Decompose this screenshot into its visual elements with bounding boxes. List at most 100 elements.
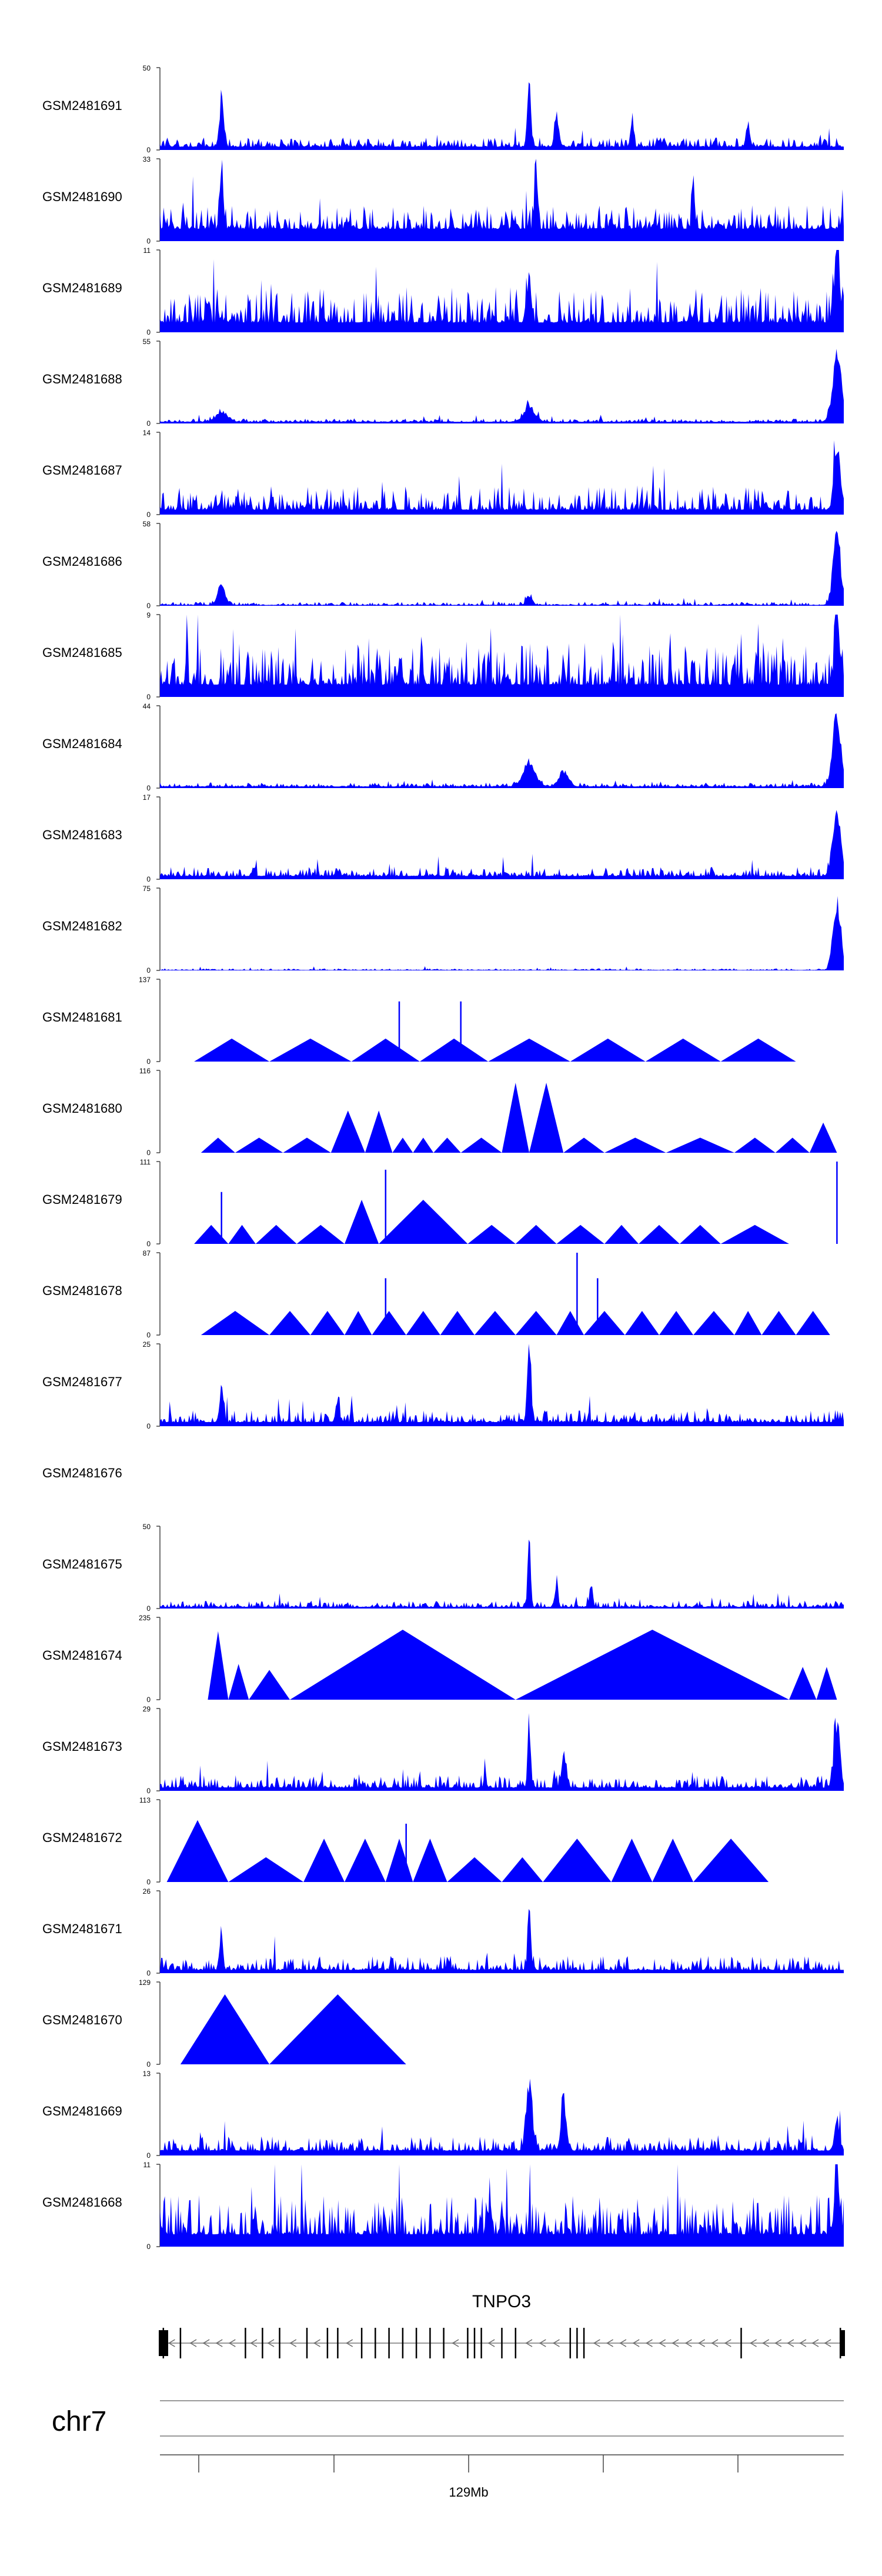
track-name-label: GSM2481669: [42, 2104, 122, 2118]
strand-arrow: [452, 2339, 459, 2347]
signal-area: [160, 159, 844, 241]
signal-area: [160, 1539, 844, 1609]
chromosome-ideogram: chr7: [52, 2400, 844, 2437]
y-max-label: 29: [143, 1705, 151, 1713]
y-max-label: 113: [139, 1796, 151, 1804]
gene-model: TNPO3: [159, 2292, 845, 2358]
strand-arrow: [606, 2339, 613, 2347]
exon-marks: [159, 2328, 845, 2358]
strand-arrow: [539, 2339, 546, 2347]
y-min-label: 0: [146, 419, 151, 428]
track-name-label: GSM2481689: [42, 281, 122, 295]
y-max-label: 50: [143, 64, 151, 72]
y-min-label: 0: [146, 1696, 151, 1704]
strand-arrow: [762, 2339, 770, 2347]
y-max-label: 58: [143, 520, 151, 528]
track-name-label: GSM2481671: [42, 1921, 122, 1936]
signal-triangles: [194, 1200, 790, 1244]
y-min-label: 0: [146, 146, 151, 154]
track-GSM2481677: GSM2481677 25 0: [42, 1340, 844, 1430]
strand-arrow: [168, 2339, 175, 2347]
y-max-label: 13: [143, 2070, 151, 2078]
signal-tracks: GSM2481691500GSM2481690330GSM2481689110G…: [42, 64, 844, 2251]
y-min-label: 0: [146, 2151, 151, 2160]
signal-area: [160, 440, 844, 515]
y-min-label: 0: [146, 1331, 151, 1339]
track-GSM2481671: GSM2481671 26 0: [42, 1887, 844, 1977]
track-GSM2481678: GSM2481678 87 0: [42, 1249, 830, 1339]
strand-arrow: [619, 2339, 627, 2347]
track-GSM2481682: GSM2481682 75 0: [42, 885, 844, 975]
y-min-label: 0: [146, 1969, 151, 1977]
strand-arrow: [724, 2339, 731, 2347]
track-name-label: GSM2481668: [42, 2195, 122, 2210]
signal-area: [160, 2078, 844, 2155]
signal-area: [160, 2164, 844, 2247]
y-min-label: 0: [146, 328, 151, 336]
signal-area: [160, 1713, 844, 1791]
strand-arrow: [684, 2339, 692, 2347]
signal-area: [160, 250, 844, 332]
track-name-label: GSM2481673: [42, 1739, 122, 1754]
y-max-label: 17: [143, 793, 151, 802]
track-name-label: GSM2481678: [42, 1283, 122, 1298]
signal-area: [160, 1344, 844, 1426]
track-name-label: GSM2481685: [42, 645, 122, 660]
signal-area: [160, 713, 844, 788]
y-min-label: 0: [146, 2060, 151, 2068]
track-name-label: GSM2481670: [42, 2013, 122, 2027]
track-GSM2481675: GSM2481675 50 0: [42, 1523, 844, 1613]
strand-arrow: [313, 2339, 320, 2347]
strand-arrow: [250, 2339, 258, 2347]
track-GSM2481690: GSM2481690 33 0: [42, 155, 844, 245]
signal-area: [160, 349, 844, 423]
y-max-label: 111: [140, 1158, 151, 1166]
signal-area: [160, 82, 844, 150]
y-max-label: 9: [146, 611, 151, 619]
track-name-label: GSM2481672: [42, 1830, 122, 1845]
track-name-label: GSM2481688: [42, 372, 122, 386]
y-min-label: 0: [146, 2243, 151, 2251]
y-min-label: 0: [146, 602, 151, 610]
chromosome-label: chr7: [52, 2406, 106, 2437]
strand-arrow: [346, 2339, 353, 2347]
track-GSM2481689: GSM2481689 11 0: [42, 246, 844, 336]
track-GSM2481684: GSM2481684 44 0: [42, 702, 844, 792]
track-GSM2481668: GSM2481668 11 0: [42, 2161, 844, 2251]
track-name-label: GSM2481674: [42, 1648, 122, 1663]
y-max-label: 25: [143, 1340, 151, 1349]
y-min-label: 0: [146, 1057, 151, 1066]
strand-arrow: [289, 2339, 297, 2347]
track-GSM2481687: GSM2481687 14 0: [42, 429, 844, 519]
signal-area: [160, 1908, 844, 1973]
strand-arrow: [698, 2339, 706, 2347]
strand-arrow: [799, 2339, 807, 2347]
strand-arrow: [525, 2339, 533, 2347]
y-max-label: 87: [143, 1249, 151, 1257]
y-min-label: 0: [146, 1240, 151, 1248]
y-min-label: 0: [146, 1787, 151, 1795]
y-min-label: 0: [146, 693, 151, 701]
axis-tick-label: 129Mb: [449, 2485, 488, 2500]
strand-arrow: [593, 2339, 600, 2347]
strand-arrow: [824, 2339, 831, 2347]
y-max-label: 33: [143, 155, 151, 163]
strand-arrow: [787, 2339, 794, 2347]
strand-arrow: [750, 2339, 757, 2347]
strand-arrow: [553, 2339, 560, 2347]
track-name-label: GSM2481683: [42, 827, 122, 842]
track-name-label: GSM2481679: [42, 1192, 122, 1207]
genome-axis: 129Mb: [160, 2454, 844, 2500]
strand-arrow: [487, 2339, 495, 2347]
y-min-label: 0: [146, 1149, 151, 1157]
gene-start-block: [840, 2330, 845, 2356]
y-max-label: 75: [143, 885, 151, 893]
track-GSM2481688: GSM2481688 55 0: [42, 338, 844, 428]
track-name-label: GSM2481691: [42, 98, 122, 113]
y-min-label: 0: [146, 875, 151, 883]
strand-arrow: [671, 2339, 679, 2347]
y-max-label: 11: [143, 246, 151, 255]
track-name-label: GSM2481680: [42, 1101, 122, 1116]
axis-ticks: [198, 2455, 739, 2472]
signal-triangles: [201, 1083, 837, 1153]
